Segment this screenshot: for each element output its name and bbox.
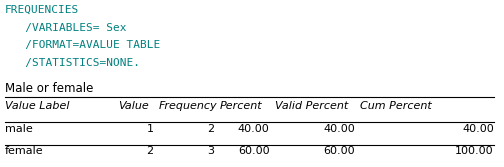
Text: 40.00: 40.00 <box>462 124 494 134</box>
Text: Percent: Percent <box>219 101 262 111</box>
Text: female: female <box>5 146 44 156</box>
Text: /STATISTICS=NONE.: /STATISTICS=NONE. <box>5 58 140 68</box>
Text: 60.00: 60.00 <box>324 146 355 156</box>
Text: Frequency: Frequency <box>159 101 217 111</box>
Text: 60.00: 60.00 <box>238 146 270 156</box>
Text: Value Label: Value Label <box>5 101 70 111</box>
Text: 2: 2 <box>207 124 214 134</box>
Text: Cum Percent: Cum Percent <box>360 101 432 111</box>
Text: /VARIABLES= Sex: /VARIABLES= Sex <box>5 23 127 33</box>
Text: Valid Percent: Valid Percent <box>275 101 348 111</box>
Text: male: male <box>5 124 33 134</box>
Text: Male or female: Male or female <box>5 82 93 95</box>
Text: Value: Value <box>118 101 149 111</box>
Text: 1: 1 <box>147 124 154 134</box>
Text: 2: 2 <box>147 146 154 156</box>
Text: /FORMAT=AVALUE TABLE: /FORMAT=AVALUE TABLE <box>5 40 160 50</box>
Text: 100.00: 100.00 <box>455 146 494 156</box>
Text: 40.00: 40.00 <box>324 124 355 134</box>
Text: 3: 3 <box>207 146 214 156</box>
Text: FREQUENCIES: FREQUENCIES <box>5 5 79 15</box>
Text: 40.00: 40.00 <box>238 124 270 134</box>
